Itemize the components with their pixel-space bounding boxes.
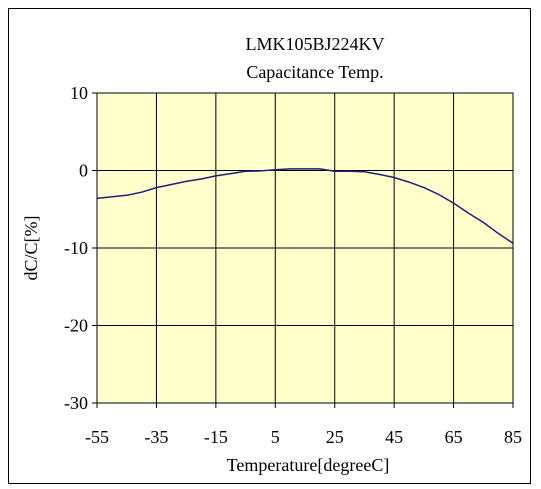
y-tick-label: -10 [64, 238, 88, 258]
x-tick-label: -15 [204, 427, 228, 447]
chart-title: LMK105BJ224KV [245, 34, 384, 54]
x-tick-label: -35 [144, 427, 168, 447]
y-tick-label: -30 [64, 393, 88, 413]
series-group [96, 168, 514, 244]
y-axis-label: dC/C[%] [21, 216, 41, 281]
x-tick-label: 25 [326, 427, 344, 447]
y-tick-label: -20 [64, 316, 88, 336]
x-tick-label: -55 [85, 427, 109, 447]
x-tick-label: 65 [445, 427, 463, 447]
chart-subtitle: Capacitance Temp. [246, 62, 383, 82]
series-line [96, 168, 514, 244]
y-tick-label: 10 [70, 83, 88, 103]
y-tick-label: 0 [79, 161, 88, 181]
x-tick-label: 5 [271, 427, 280, 447]
plot-border [96, 92, 514, 404]
x-tick-label: 45 [385, 427, 403, 447]
x-axis-label: Temperature[degreeC] [227, 455, 390, 475]
y-axis-ticks: 10 0 -10 -20 -30 [64, 83, 97, 413]
x-axis-ticks: -55 -35 -15 5 25 45 65 85 [85, 403, 522, 447]
grid-lines [97, 93, 513, 403]
x-tick-label: 85 [504, 427, 522, 447]
